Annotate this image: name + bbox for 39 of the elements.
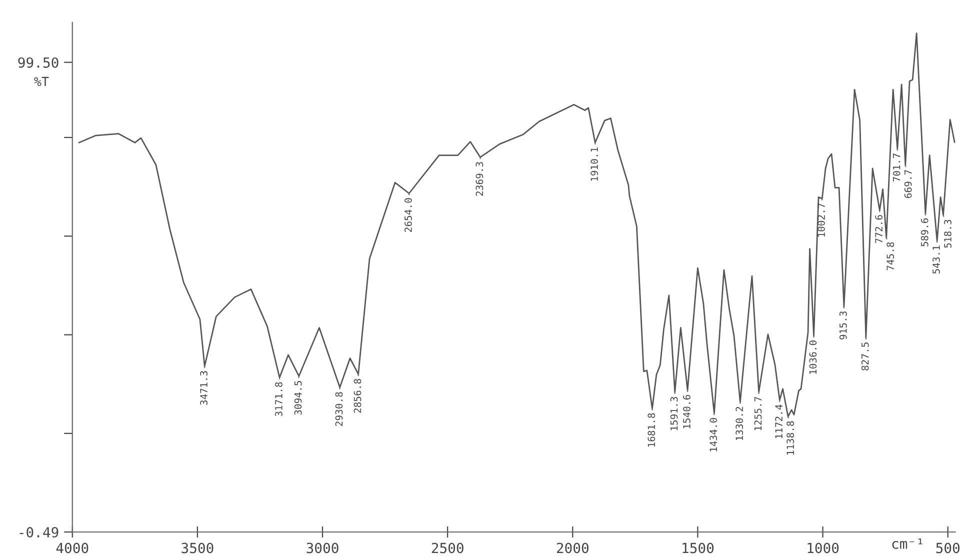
annotation: 2654.0 (404, 198, 412, 232)
annotation: 3094.5 (294, 381, 302, 415)
annotation: 1540.6 (683, 394, 690, 428)
annotation: 1138.8 (786, 421, 794, 455)
annotation: 518.3 (944, 220, 952, 248)
x-tick-label: 1500 (682, 542, 714, 554)
annotation: 701.7 (892, 154, 900, 182)
annotation: 589.6 (920, 218, 928, 246)
annotation: 1910.1 (590, 147, 598, 181)
annotation: 1255.7 (754, 396, 762, 430)
annotation: 2930.8 (335, 392, 343, 426)
x-tick-label: 2500 (432, 542, 464, 554)
x-tick-label: 3000 (306, 542, 338, 554)
annotation: 745.8 (886, 242, 894, 270)
y-tick-label: -0.49 (20, 527, 58, 538)
y-axis-title: %T (34, 76, 49, 86)
x-axis-title: cm⁻¹ (892, 538, 922, 549)
x-tick-label: 4000 (56, 542, 88, 554)
annotation: 3171.8 (275, 382, 282, 416)
annotation: 772.6 (875, 215, 883, 244)
annotation: 1591.3 (670, 396, 678, 430)
annotation: 1002.7 (818, 203, 825, 237)
annotation: 1036.0 (809, 340, 817, 374)
annotation: 915.3 (839, 311, 847, 340)
annotation: 2856.8 (354, 379, 362, 413)
x-tick-label: 1000 (808, 542, 839, 554)
x-tick-label: 3500 (182, 542, 214, 554)
annotation: 1172.4 (775, 404, 782, 438)
annotation: 827.5 (861, 342, 869, 370)
x-tick-label: 2000 (556, 542, 588, 554)
y-tick-label: 99.50 (18, 57, 58, 68)
annotation: 543.1 (932, 246, 940, 274)
annotation: 1330.2 (736, 406, 744, 440)
annotation: 3471.3 (200, 371, 208, 405)
annotation: 1434.0 (710, 418, 718, 452)
x-tick-label: 500 (936, 542, 960, 554)
annotation: 2369.3 (476, 162, 484, 196)
annotation: 1681.8 (648, 413, 656, 447)
annotation: 669.7 (904, 170, 912, 198)
